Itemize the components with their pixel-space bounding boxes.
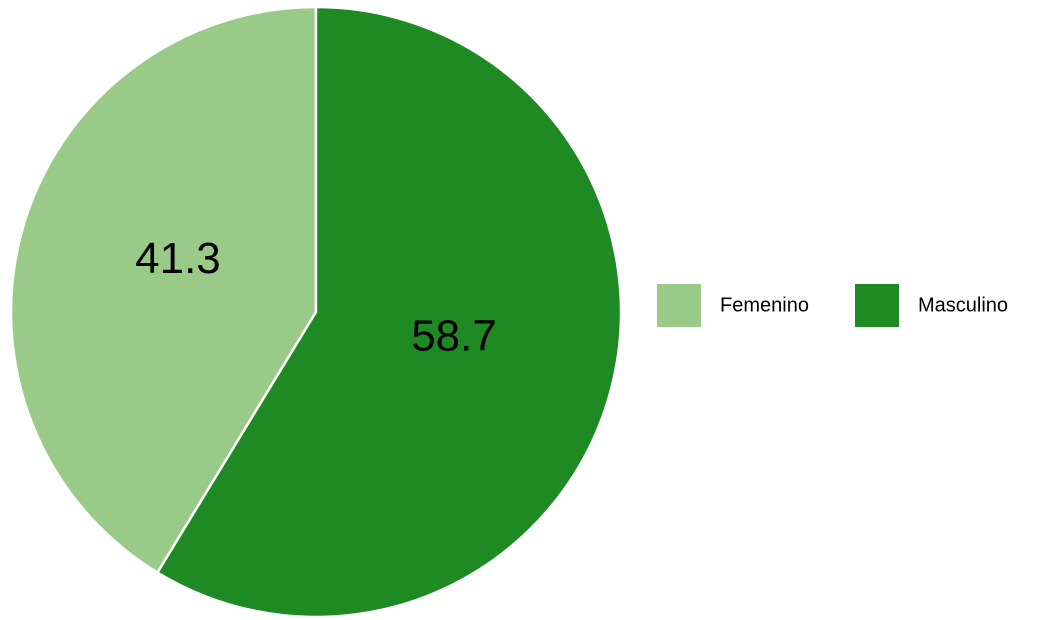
- legend-swatch: [657, 284, 701, 327]
- slice-label: 41.3: [135, 234, 221, 283]
- legend-label: Femenino: [720, 294, 809, 316]
- pie-slice: [9, 5, 318, 575]
- pie-slice: [155, 5, 623, 619]
- legend-label: Masculino: [918, 294, 1008, 316]
- slice-label: 58.7: [411, 311, 497, 360]
- legend-swatch: [855, 284, 899, 327]
